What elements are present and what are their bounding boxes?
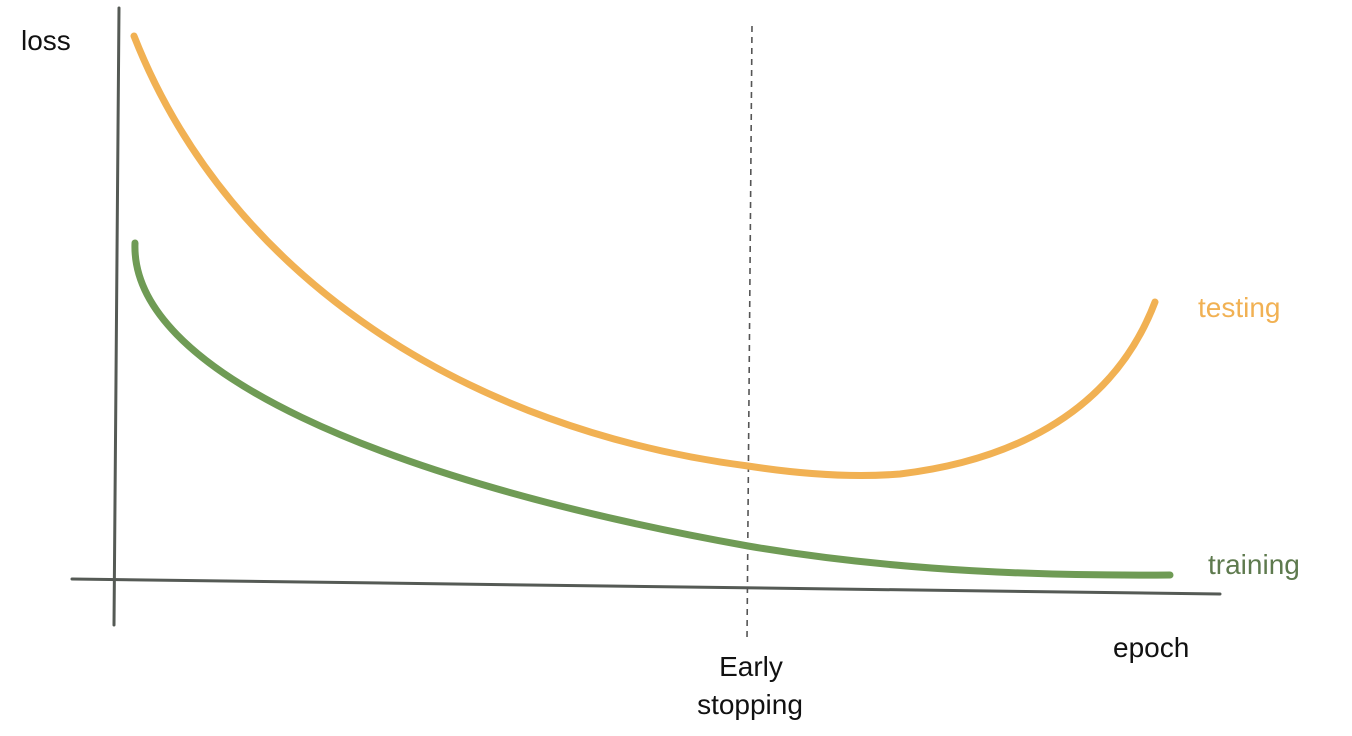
testing-label: testing bbox=[1198, 292, 1281, 323]
early-stopping-label-line2: stopping bbox=[697, 689, 803, 720]
x-axis bbox=[70, 577, 1222, 596]
y-axis bbox=[112, 6, 121, 627]
training-label: training bbox=[1208, 549, 1300, 580]
training-curve bbox=[131, 239, 1174, 579]
early-stopping-label-line1: Early bbox=[719, 651, 783, 682]
y-axis-label: loss bbox=[21, 25, 71, 56]
early-stopping-line bbox=[746, 25, 753, 641]
x-axis-label: epoch bbox=[1113, 632, 1189, 663]
testing-curve bbox=[130, 32, 1159, 480]
